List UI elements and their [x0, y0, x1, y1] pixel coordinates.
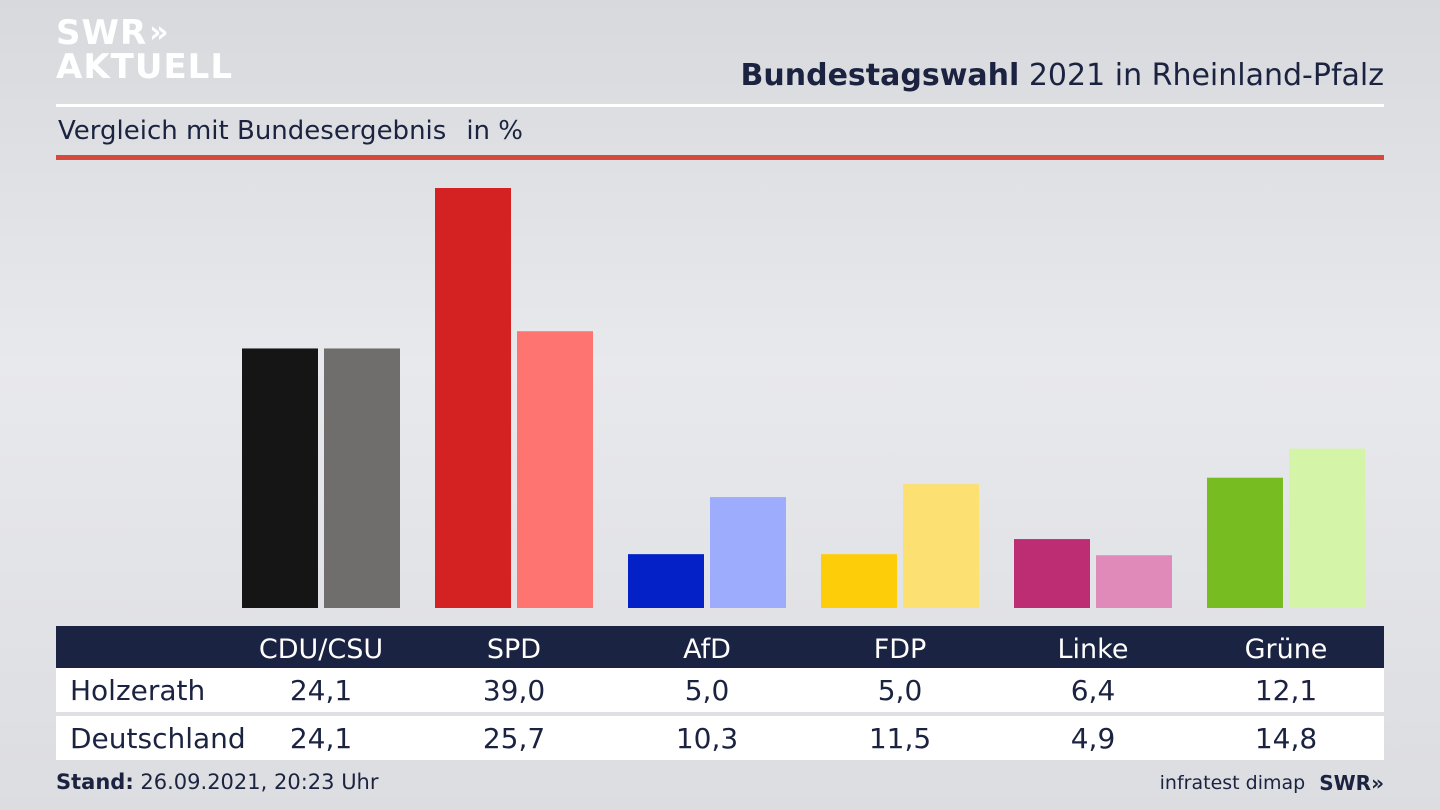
value-label: 6,4 — [1070, 673, 1116, 707]
header-divider — [56, 104, 1384, 107]
bar-holzerath-linke — [1014, 539, 1090, 608]
subtitle-divider — [56, 155, 1384, 160]
value-label: 5,0 — [684, 673, 730, 707]
value-label: 14,8 — [1254, 721, 1318, 755]
bar-holzerath-afd — [628, 554, 704, 608]
bar-deutschland-afd — [710, 497, 786, 608]
logo-aktuell-text: AKTUELL — [56, 47, 234, 87]
value-label: 10,3 — [675, 721, 739, 755]
swr-footer-logo: SWR» — [1319, 771, 1384, 795]
bar-deutschland-fdp — [903, 484, 979, 608]
value-label: 11,5 — [868, 721, 932, 755]
value-label: 5,0 — [877, 673, 923, 707]
table-row-deutschland: Deutschland 24,1 25,7 10,3 11,5 4,9 14,8 — [56, 716, 1384, 760]
stand-value: 26.09.2021, 20:23 Uhr — [140, 770, 379, 794]
logo-chevron-icon: » — [149, 15, 170, 50]
bar-deutschland-spd — [517, 331, 593, 608]
chart-title: Bundestagswahl 2021 in Rheinland-Pfalz — [741, 58, 1384, 93]
value-label: 39,0 — [482, 673, 546, 707]
table-header-row: CDU/CSU SPD AfD FDP Linke Grüne — [56, 626, 1384, 668]
column-header: FDP — [873, 633, 927, 665]
value-label: 25,7 — [482, 721, 546, 755]
bar-deutschland-gr-ne — [1289, 448, 1365, 608]
value-label: 24,1 — [289, 673, 353, 707]
value-label: 12,1 — [1254, 673, 1318, 707]
swr-aktuell-logo: SWR» AKTUELL — [56, 13, 234, 87]
value-label: 4,9 — [1070, 721, 1116, 755]
column-header: Linke — [1057, 633, 1129, 665]
column-header: SPD — [486, 633, 542, 665]
title-rest: 2021 in Rheinland-Pfalz — [1028, 58, 1384, 93]
stand-label: Stand: — [56, 770, 134, 794]
bar-chart — [242, 188, 1365, 608]
bar-deutschland-linke — [1096, 555, 1172, 608]
column-header: AfD — [683, 633, 731, 665]
subtitle-text: Vergleich mit Bundesergebnis — [58, 116, 447, 146]
source-label: infratest dimap — [1159, 772, 1306, 794]
bar-holzerath-gr-ne — [1207, 477, 1283, 608]
column-header: CDU/CSU — [258, 633, 384, 665]
row-label-deutschland: Deutschland — [70, 721, 246, 755]
title-bold: Bundestagswahl — [740, 58, 1020, 93]
bar-holzerath-cdu-csu — [242, 348, 318, 608]
column-header: Grüne — [1244, 633, 1328, 665]
bar-holzerath-fdp — [821, 554, 897, 608]
unit-label: in % — [466, 116, 523, 146]
logo-swr-text: SWR — [56, 13, 148, 53]
results-table: CDU/CSU SPD AfD FDP Linke Grüne Holzerath 24,… — [56, 626, 1384, 760]
value-label: 24,1 — [289, 721, 353, 755]
bar-holzerath-spd — [435, 188, 511, 608]
row-label-holzerath: Holzerath — [70, 673, 206, 707]
bar-deutschland-cdu-csu — [324, 348, 400, 608]
chart-subtitle: Vergleich mit Bundesergebnis in % — [58, 116, 523, 146]
table-row-holzerath: Holzerath 24,1 39,0 5,0 5,0 6,4 12,1 — [56, 668, 1384, 712]
timestamp: Stand: 26.09.2021, 20:23 Uhr — [56, 770, 379, 794]
footer-credits: infratest dimap SWR» — [1160, 771, 1384, 795]
